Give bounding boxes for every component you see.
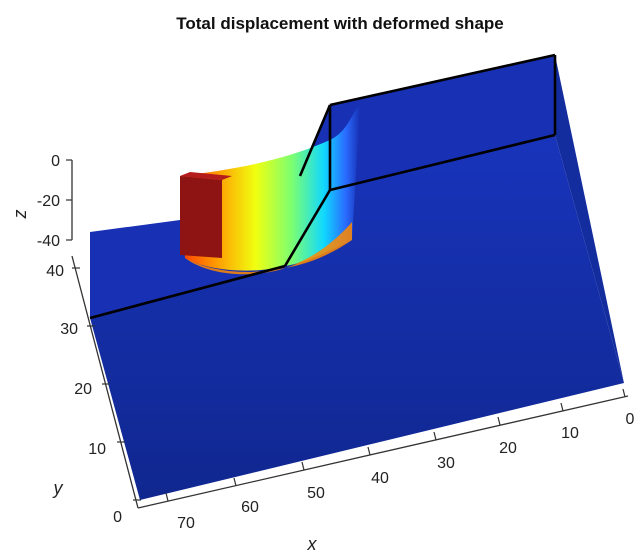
x-tick-label: 50 [307,485,325,502]
y-tick-label: 30 [60,321,78,338]
undeformed-outline [89,53,557,320]
x-tick-mark [233,477,237,487]
x-tick-label: 20 [499,440,517,457]
outline-front-edge [89,264,286,320]
x-axis-label: x [307,534,318,554]
outline-slope-toe [283,189,332,267]
outline-bench-edge [329,133,556,192]
cut-face-red [180,176,222,258]
chart-title: Total displacement with deformed shape [176,14,503,33]
outline-top-back [329,53,556,107]
x-tick-mark [165,492,169,502]
x-tick-mark [367,446,371,456]
block-front-face [90,135,624,500]
cut-face-top [180,172,232,180]
x-tick-label: 0 [626,411,635,428]
y-tick-label: 0 [113,509,122,526]
y-axis-label: y [52,478,64,498]
deformed-slope-surface [180,106,360,271]
x-tick-mark [622,388,626,398]
outline-slope-crest [298,104,332,177]
z-tick-label: -40 [37,233,60,250]
x-tick-label: 10 [561,425,579,442]
deformed-region [180,106,360,275]
x-tick-label: 70 [177,515,195,532]
z-tick-label: -20 [37,193,60,210]
y-tick-label: 10 [88,441,106,458]
x-tick-mark [433,431,437,441]
tick-marks [66,159,626,502]
x-tick-mark [301,461,305,471]
y-axis-line [71,255,139,509]
block-right-face [555,55,624,383]
x-tick-label: 60 [241,499,259,516]
y-tick-label: 20 [74,381,92,398]
x-tick-mark [560,402,564,412]
y-tick-label: 40 [46,263,64,280]
x-tick-mark [497,416,501,426]
x-tick-label: 40 [371,470,389,487]
z-tick-label: 0 [51,153,60,170]
deformed-base-band [185,222,352,275]
x-axis-line [137,395,629,509]
z-axis-label: z [10,210,30,220]
x-tick-label: 30 [437,455,455,472]
